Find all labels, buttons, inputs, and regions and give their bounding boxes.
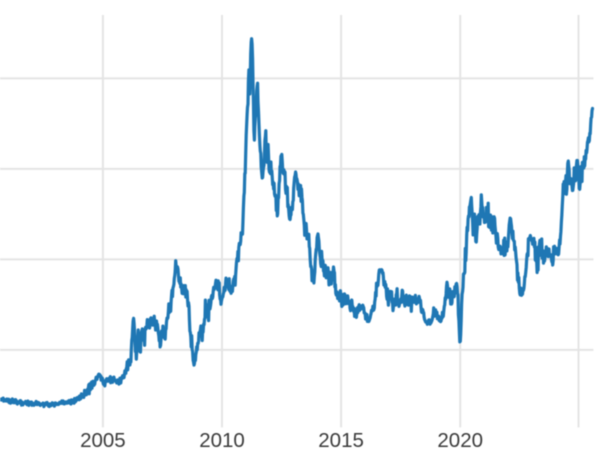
- svg-text:2010: 2010: [199, 429, 245, 450]
- svg-text:2020: 2020: [437, 429, 483, 450]
- svg-text:2015: 2015: [318, 429, 364, 450]
- svg-text:2005: 2005: [80, 429, 126, 450]
